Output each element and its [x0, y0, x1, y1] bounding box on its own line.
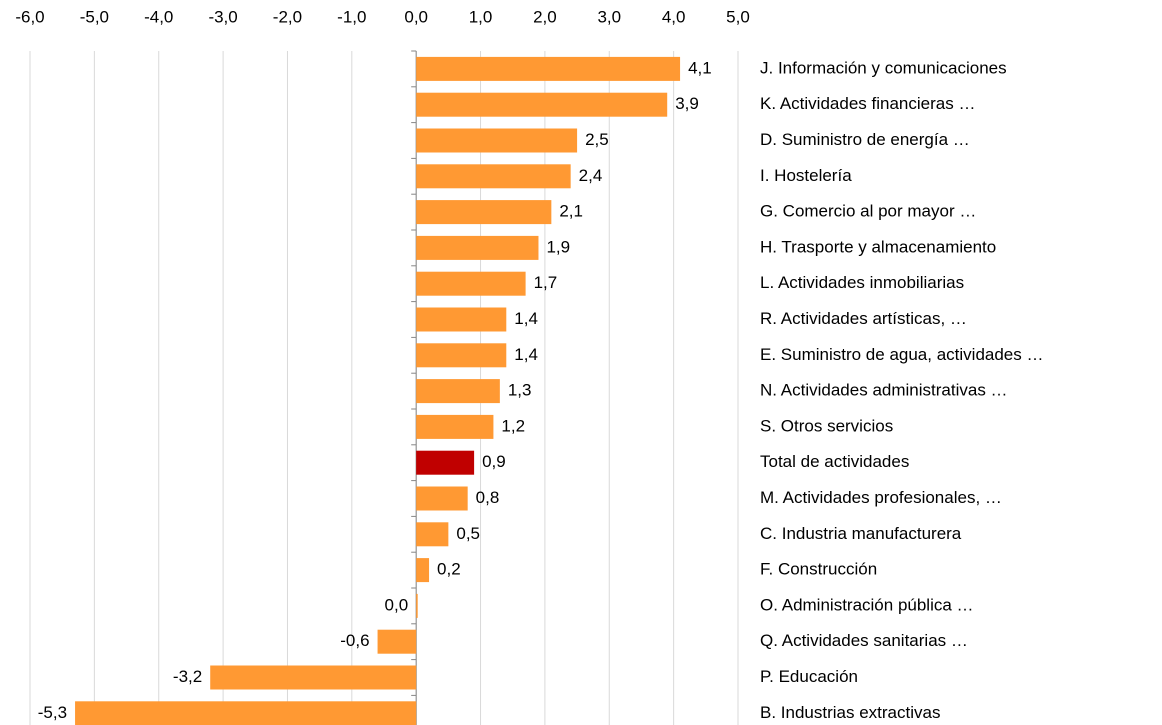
- x-tick-label: 2,0: [533, 7, 557, 26]
- bar: [377, 629, 417, 654]
- bar: [416, 414, 494, 439]
- category-label: R. Actividades artísticas, …: [760, 309, 967, 328]
- category-label: K. Actividades financieras …: [760, 94, 975, 113]
- bar: [416, 164, 571, 189]
- category-label: N. Actividades administrativas …: [760, 381, 1008, 400]
- category-label: B. Industrias extractivas: [760, 703, 940, 722]
- bar: [416, 343, 507, 368]
- value-label: 1,2: [501, 416, 525, 435]
- value-label: 2,5: [585, 130, 609, 149]
- bar: [416, 56, 681, 81]
- bar: [416, 271, 526, 296]
- x-tick-label: -5,0: [80, 7, 109, 26]
- bar: [416, 92, 668, 117]
- category-label: S. Otros servicios: [760, 416, 893, 435]
- category-label: P. Educación: [760, 667, 858, 686]
- category-label: Total de actividades: [760, 452, 909, 471]
- value-label: 4,1: [688, 58, 712, 77]
- value-label: 0,0: [385, 595, 409, 614]
- x-tick-label: 4,0: [662, 7, 686, 26]
- bar: [416, 522, 449, 547]
- bar: [416, 200, 552, 225]
- x-tick-label: -3,0: [208, 7, 237, 26]
- bar: [416, 307, 507, 332]
- bar: [416, 379, 500, 404]
- x-tick-label: 1,0: [469, 7, 493, 26]
- x-tick-label: 5,0: [726, 7, 750, 26]
- category-label: G. Comercio al por mayor …: [760, 202, 976, 221]
- value-label: 0,8: [476, 488, 500, 507]
- value-label: 3,9: [675, 94, 699, 113]
- bar: [75, 701, 417, 725]
- value-label: 1,9: [546, 237, 570, 256]
- bar: [416, 593, 418, 618]
- category-label: O. Administración pública …: [760, 595, 974, 614]
- value-label: 0,9: [482, 452, 506, 471]
- bar: [210, 665, 417, 690]
- bar: [416, 486, 468, 511]
- bar: [416, 235, 539, 260]
- category-label: M. Actividades profesionales, …: [760, 488, 1002, 507]
- bar: [416, 128, 578, 153]
- value-label: 0,2: [437, 560, 461, 579]
- x-tick-label: -6,0: [15, 7, 44, 26]
- category-label: F. Construcción: [760, 560, 877, 579]
- value-label: 1,4: [514, 309, 538, 328]
- value-label: -5,3: [38, 703, 67, 722]
- x-tick-label: -1,0: [337, 7, 366, 26]
- value-label: -0,6: [340, 631, 369, 650]
- x-tick-label: -2,0: [273, 7, 302, 26]
- value-label: 1,4: [514, 345, 538, 364]
- category-label: Q. Actividades sanitarias …: [760, 631, 968, 650]
- value-label: 1,7: [534, 273, 558, 292]
- x-tick-label: -4,0: [144, 7, 173, 26]
- bar: [416, 558, 430, 583]
- bar: [416, 450, 475, 475]
- category-label: L. Actividades inmobiliarias: [760, 273, 964, 292]
- category-label: J. Información y comunicaciones: [760, 58, 1007, 77]
- value-label: -3,2: [173, 667, 202, 686]
- value-label: 2,1: [559, 202, 583, 221]
- category-label: H. Trasporte y almacenamiento: [760, 237, 996, 256]
- category-label: C. Industria manufacturera: [760, 524, 962, 543]
- x-tick-label: 3,0: [597, 7, 621, 26]
- value-label: 1,3: [508, 381, 532, 400]
- value-label: 0,5: [456, 524, 480, 543]
- x-tick-label: 0,0: [404, 7, 428, 26]
- category-label: E. Suministro de agua, actividades …: [760, 345, 1043, 364]
- value-label: 2,4: [579, 166, 603, 185]
- category-label: D. Suministro de energía …: [760, 130, 970, 149]
- category-label: I. Hostelería: [760, 166, 852, 185]
